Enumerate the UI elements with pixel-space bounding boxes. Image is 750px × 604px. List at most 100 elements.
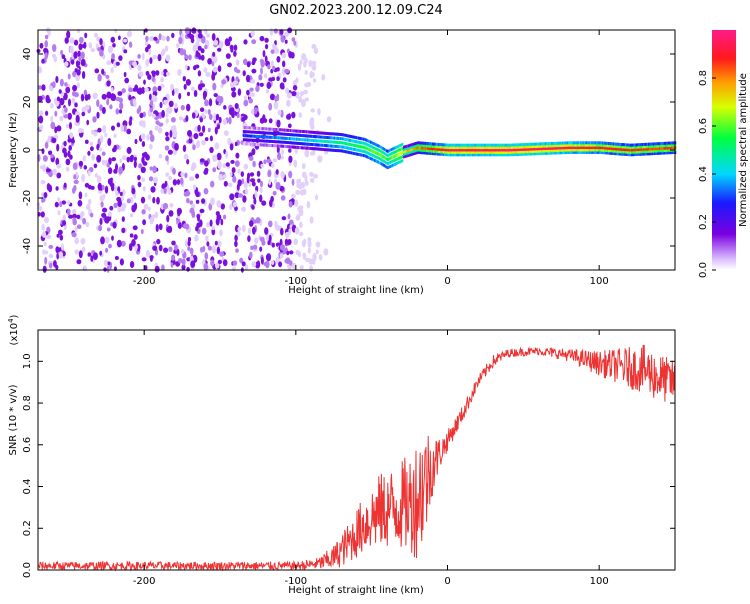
- spectrogram-ridge-cell: [343, 133, 346, 137]
- spectrogram-ridge-cell: [321, 143, 324, 147]
- spectrogram-ridge-cell: [513, 148, 515, 152]
- spectrogram-ridge-cell: [444, 150, 446, 154]
- spectrogram-ridge-cell: [268, 131, 270, 135]
- spectrogram-noise-cell: [167, 149, 173, 155]
- spectrogram-noise-cell: [311, 149, 316, 156]
- spectrogram-ridge-cell: [393, 151, 395, 154]
- spectrogram-ridge-cell: [508, 153, 511, 157]
- spectrogram-ridge-cell: [447, 153, 450, 157]
- spectrogram-noise-cell: [321, 74, 326, 81]
- spectrogram-ridge-cell: [303, 138, 305, 142]
- spectrogram-ridge-cell: [509, 146, 512, 149]
- spectrogram-ridge-cell: [388, 157, 390, 161]
- spectrogram-noise-cell: [174, 143, 179, 151]
- spectrogram-noise-cell: [87, 150, 91, 156]
- spectrogram-ridge-cell: [376, 143, 378, 147]
- spectrogram-ridge-cell: [668, 146, 671, 150]
- spectrogram-ridge-cell: [490, 146, 492, 150]
- spectrogram-noise-cell: [42, 265, 47, 273]
- spectrogram-ridge-cell: [612, 147, 615, 151]
- spectrogram-ridge-cell: [257, 126, 259, 130]
- spectrogram-noise-cell: [187, 237, 192, 242]
- spectrogram-ridge-cell: [455, 146, 457, 150]
- spectrogram-ridge-cell: [286, 137, 288, 140]
- spectrogram-noise-cell: [259, 236, 265, 242]
- spectrogram-ridge-cell: [438, 150, 440, 154]
- y-tick-label: 0: [22, 147, 33, 153]
- spectrogram-ridge-cell: [383, 151, 386, 155]
- spectrogram-ridge-cell: [479, 143, 481, 147]
- spectrogram-noise-cell: [315, 241, 321, 248]
- spectrogram-ridge-cell: [447, 148, 450, 152]
- spectrogram-ridge-cell: [527, 147, 530, 151]
- spectrogram-ridge-cell: [628, 143, 631, 147]
- spectrogram-noise-cell: [212, 167, 217, 173]
- spectrogram-ridge-cell: [571, 148, 574, 152]
- spectrogram-ridge-cell: [495, 153, 497, 157]
- spectrogram-noise-cell: [62, 220, 67, 226]
- spectrogram-ridge-cell: [620, 145, 622, 149]
- spectrogram-ridge-cell: [330, 144, 332, 148]
- spectrogram-noise-cell: [152, 197, 156, 204]
- spectrogram-ridge-cell: [620, 147, 622, 151]
- spectrogram-ridge-cell: [416, 146, 418, 150]
- spectrogram-ridge-cell: [287, 137, 290, 141]
- spectrogram-ridge-cell: [433, 145, 435, 148]
- spectrogram-ridge-cell: [410, 153, 412, 157]
- spectrogram-ridge-cell: [415, 146, 417, 150]
- spectrogram-ridge-cell: [324, 148, 326, 152]
- spectrogram-ridge-cell: [484, 143, 486, 147]
- spectrogram-ridge-cell: [446, 148, 449, 152]
- spectrogram-ridge-cell: [341, 141, 343, 145]
- spectrogram-ridge-cell: [610, 149, 612, 153]
- spectrogram-ridge-cell: [483, 153, 485, 157]
- spectrogram-noise-cell: [161, 48, 166, 55]
- spectrogram-ridge-cell: [510, 143, 513, 147]
- spectrogram-noise-cell: [174, 102, 178, 109]
- spectrogram-ridge-cell: [353, 152, 355, 155]
- spectrogram-noise-cell: [123, 49, 128, 54]
- spectrogram-ridge-cell: [364, 150, 366, 154]
- spectrogram-ridge-cell: [441, 148, 444, 151]
- spectrogram-ridge-cell: [501, 148, 503, 152]
- spectrogram-noise-cell: [199, 117, 203, 123]
- spectrogram-noise-cell: [65, 158, 71, 166]
- spectrogram-noise-cell: [190, 86, 195, 92]
- spectrogram-ridge-cell: [387, 162, 389, 165]
- spectrogram-ridge-cell: [341, 149, 343, 153]
- spectrogram-noise-cell: [251, 60, 255, 66]
- spectrogram-ridge-cell: [325, 140, 327, 143]
- spectrogram-ridge-cell: [586, 143, 588, 147]
- spectrogram-ridge-cell: [572, 148, 575, 152]
- spectrogram-ridge-cell: [512, 143, 514, 147]
- spectrogram-ridge-cell: [462, 150, 464, 154]
- spectrogram-ridge-cell: [254, 134, 257, 138]
- spectrogram-ridge-cell: [378, 153, 381, 156]
- spectrogram-ridge-cell: [669, 141, 672, 145]
- spectrogram-noise-cell: [273, 178, 278, 184]
- spectrogram-noise-cell: [39, 125, 44, 130]
- spectrogram-noise-cell: [268, 118, 273, 124]
- spectrogram-ridge-cell: [599, 143, 602, 147]
- spectrogram-noise-cell: [133, 160, 137, 169]
- spectrogram-noise-cell: [246, 89, 250, 96]
- spectrogram-noise-cell: [94, 172, 98, 178]
- spectrogram-noise-cell: [205, 235, 209, 242]
- spectrogram-ridge-cell: [646, 150, 649, 153]
- spectrogram-ridge-cell: [402, 150, 405, 154]
- spectrogram-ridge-cell: [393, 146, 395, 150]
- spectrogram-ridge-cell: [341, 133, 343, 137]
- spectrogram-noise-cell: [176, 248, 180, 256]
- spectrogram-ridge-cell: [406, 147, 409, 151]
- spectrogram-noise-cell: [189, 200, 193, 205]
- spectrogram-noise-cell: [232, 175, 237, 183]
- spectrogram-ridge-cell: [618, 150, 621, 154]
- spectrogram-noise-cell: [101, 151, 106, 156]
- spectrogram-noise-cell: [100, 201, 104, 208]
- spectrogram-ridge-cell: [451, 143, 453, 147]
- spectrogram-ridge-cell: [292, 145, 295, 149]
- spectrogram-noise-cell: [132, 225, 138, 231]
- spectrogram-noise-cell: [81, 71, 86, 79]
- spectrogram-ridge-cell: [552, 142, 554, 145]
- spectrogram-noise-cell: [72, 213, 77, 219]
